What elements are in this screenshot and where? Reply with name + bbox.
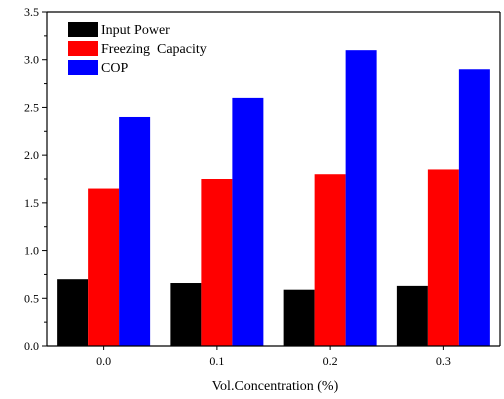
bar-cop-0 — [119, 116, 151, 346]
bar-freezing-capacity-0 — [88, 188, 120, 346]
y-tick-label: 2.0 — [24, 148, 39, 162]
bars-group — [57, 50, 490, 347]
y-tick-label: 1.5 — [24, 196, 39, 210]
legend: Input Power Freezing Capacity COP — [68, 22, 207, 76]
x-axis-label: Vol.Concentration (%) — [212, 379, 339, 394]
y-tick-label: 0.5 — [24, 291, 39, 305]
bar-input-power-0 — [57, 279, 89, 346]
y-tick-label: 1.0 — [24, 244, 39, 258]
legend-label: COP — [101, 61, 128, 76]
bar-input-power-1 — [170, 283, 202, 346]
y-tick-label: 2.5 — [24, 100, 39, 114]
bar-freezing-capacity-3 — [427, 169, 459, 346]
y-tick-label: 0.0 — [24, 339, 39, 353]
bar-cop-2 — [345, 50, 377, 347]
y-tick-label: 3.0 — [24, 53, 39, 67]
x-tick-label: 0.3 — [436, 354, 451, 368]
bar-input-power-3 — [396, 285, 428, 346]
bar-input-power-2 — [283, 289, 315, 346]
bar-freezing-capacity-2 — [314, 174, 346, 346]
axes-group: 0.0 0.1 0.2 0.3 0.0 0.5 1.0 1.5 2.0 2.5 3.0 3.5 — [24, 5, 501, 368]
x-tick-label: 0.0 — [96, 354, 111, 368]
legend-swatch-cop — [68, 60, 98, 75]
x-tick-label: 0.2 — [323, 354, 338, 368]
legend-label: Input Power — [101, 23, 170, 38]
bar-freezing-capacity-1 — [201, 179, 233, 346]
legend-label: Freezing Capacity — [101, 42, 207, 57]
x-tick-label: 0.1 — [209, 354, 224, 368]
bar-cop-3 — [458, 69, 490, 346]
legend-swatch-freezing-capacity — [68, 41, 98, 56]
legend-swatch-input-power — [68, 22, 98, 37]
y-tick-label: 3.5 — [24, 5, 39, 19]
bar-cop-1 — [232, 97, 264, 346]
